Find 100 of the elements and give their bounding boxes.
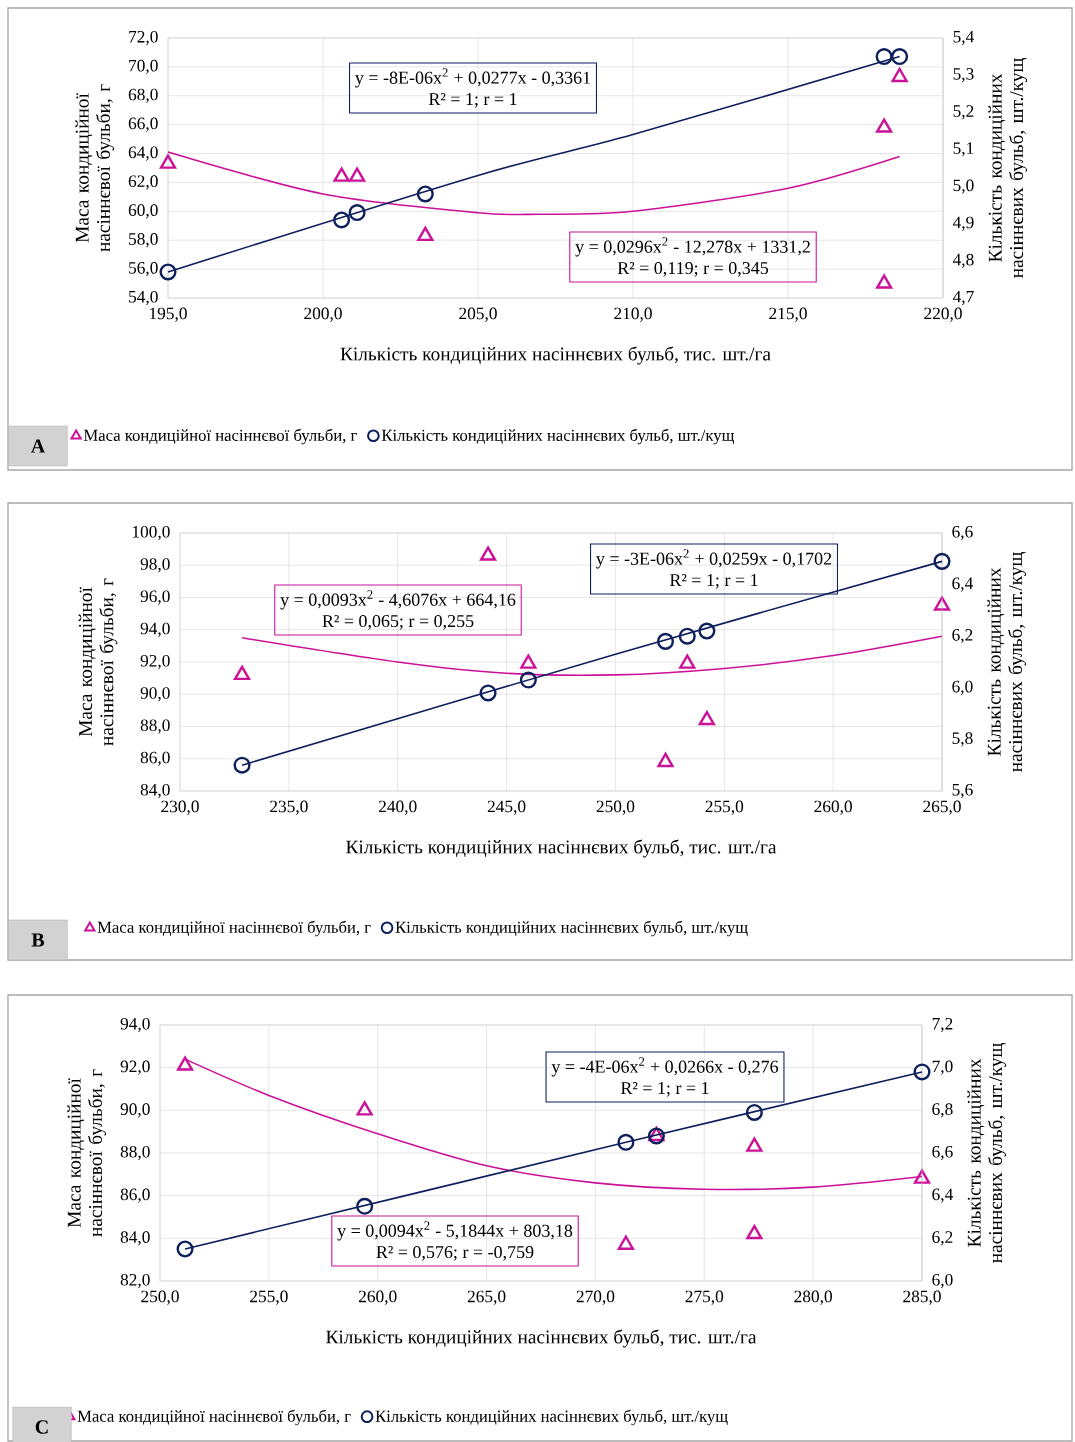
x-tick-label: 265,0 (923, 800, 961, 815)
y2-tick-label: 5,0 (953, 179, 974, 194)
y-tick-label: 90,0 (120, 1103, 150, 1118)
point (348, 167, 366, 182)
annotation: R² = 1; r = 1 (428, 93, 517, 108)
point (479, 546, 497, 561)
legend-label: Маса кондиційної насіннєвої бульби, г (83, 428, 357, 445)
y-tick-label: 82,0 (120, 1273, 150, 1289)
x-tick-label: 240,0 (378, 800, 417, 815)
y-tick-label: 56,0 (129, 262, 158, 277)
y2-tick-label: 7,0 (932, 1060, 953, 1075)
x-tick-label: 280,0 (794, 1290, 832, 1305)
point (657, 752, 674, 768)
point (176, 1240, 194, 1258)
legend-label: Маса кондиційної насіннєвої бульби, г (77, 1409, 351, 1426)
y-tick-label: 100,0 (132, 525, 170, 541)
x-tick-label: 220,0 (924, 307, 962, 322)
text: C (35, 1420, 48, 1434)
x-tick-label: 260,0 (814, 800, 852, 815)
annotation: y = -4E-06x$^{2}$ + 0,0266x - 0,276 (551, 1057, 779, 1077)
point (416, 185, 434, 203)
point (519, 671, 537, 689)
y-tick-label: 58,0 (129, 233, 158, 248)
legend-label: Маса кондиційної насіннєвої бульби, г (97, 920, 371, 937)
y2-tick-label: 5,8 (952, 732, 973, 747)
annotation: y = 0,0093x$^{2}$ - 4,6076x + 664,16 (280, 590, 516, 610)
y-tick-label: 92,0 (120, 1060, 150, 1075)
y2-tick-label: 4,7 (952, 290, 974, 306)
y2-tick-label: 6,4 (932, 1188, 954, 1203)
annotation: R² = 0,119; r = 0,345 (617, 261, 769, 277)
y-tick-label: 88,0 (120, 1145, 150, 1161)
y-axis-title: Маса кондиційної насіннєвої бульби, г (67, 1069, 107, 1237)
point (913, 1169, 931, 1184)
y-tick-label: 96,0 (140, 590, 170, 605)
x-tick-label: 260,0 (358, 1290, 397, 1305)
annotation: y = 0,0296x$^{2}$ - 12,278x + 1331,2 (575, 237, 810, 257)
point (745, 1103, 763, 1121)
point (875, 48, 893, 66)
annotation: R² = 1; r = 1 (669, 574, 758, 589)
point (933, 552, 951, 570)
point (233, 665, 251, 681)
y2-tick-label: 6,6 (952, 525, 973, 541)
point (356, 1101, 373, 1116)
y-tick-label: 54,0 (129, 290, 158, 306)
annotation: y = -8E-06x$^{2}$ + 0,0277x - 0,3361 (355, 68, 591, 88)
y-tick-label: 84,0 (140, 783, 170, 799)
x-axis-title: Кількість кондиційних насіннєвих бульб, тис. шт./га (326, 1329, 757, 1348)
point (746, 1224, 763, 1240)
y2-tick-label: 7,2 (932, 1017, 953, 1033)
y2-tick-label: 5,1 (953, 142, 974, 157)
x-tick-label: 235,0 (270, 800, 308, 815)
point (356, 1197, 374, 1215)
text: B (31, 933, 45, 947)
point (656, 632, 675, 650)
x-tick-label: 250,0 (596, 800, 635, 815)
legend-label: Кількість кондиційних насіннєвих бульб, шт./кущ (395, 920, 748, 937)
y-tick-label: 60,0 (128, 204, 158, 219)
y2-tick-label: 6,2 (952, 629, 973, 644)
point (617, 1133, 635, 1151)
y2-tick-label: 5,6 (952, 783, 973, 799)
y-tick-label: 70,0 (129, 59, 158, 74)
point (479, 684, 497, 702)
y-tick-label: 94,0 (140, 622, 170, 637)
annotation: R² = 0,065; r = 0,255 (322, 614, 474, 630)
x-tick-label: 205,0 (459, 307, 497, 322)
point (348, 204, 366, 222)
point (520, 654, 537, 669)
x-tick-label: 195,0 (150, 307, 187, 322)
x-tick-label: 215,0 (769, 307, 807, 322)
x-tick-label: 265,0 (467, 1290, 506, 1305)
point (417, 226, 434, 242)
x-axis-title: Кількість кондиційних насіннєвих бульб, тис. шт./га (340, 346, 771, 365)
x-tick-label: 250,0 (141, 1290, 179, 1305)
y2-axis-title: Кількість кондиційних насіннєвих бульб, шт./кущ (967, 1043, 1007, 1263)
point (233, 756, 251, 774)
point (933, 596, 951, 611)
y2-tick-label: 4,8 (952, 253, 974, 268)
y-tick-label: 88,0 (140, 719, 170, 734)
y2-tick-label: 6,6 (932, 1145, 953, 1161)
y-tick-label: 86,0 (140, 751, 170, 766)
y-tick-label: 94,0 (120, 1017, 150, 1033)
y-tick-label: 66,0 (128, 117, 158, 132)
y2-axis-title: Кількість кондиційних насіннєвих бульб, шт./кущ (988, 58, 1028, 278)
y-axis-title: Маса кондиційної насіннєвої бульби, г (75, 84, 115, 252)
y2-tick-label: 6,0 (932, 1273, 953, 1289)
y-axis-title: Маса кондиційної насіннєвої бульби, г (78, 578, 118, 746)
y-tick-label: 62,0 (128, 175, 158, 190)
y2-axis-title: Кількість кондиційних насіннєвих бульб, шт./кущ (987, 552, 1027, 772)
annotation: y = -3E-06x$^{2}$ + 0,0259x - 0,1702 (596, 549, 832, 569)
y-tick-label: 68,0 (128, 88, 158, 103)
annotation: R² = 0,576; r = -0,759 (376, 1245, 534, 1261)
y2-tick-label: 5,2 (953, 105, 974, 120)
annotation: y = 0,0094x$^{2}$ - 5,1844x + 803,18 (337, 1221, 573, 1241)
point (875, 274, 893, 289)
legend-label: Кількість кондиційних насіннєвих бульб, шт./кущ (375, 1409, 728, 1426)
point (875, 118, 893, 133)
y-tick-label: 72,0 (129, 30, 158, 46)
x-tick-label: 275,0 (685, 1290, 724, 1305)
y-tick-label: 90,0 (140, 687, 170, 702)
y-tick-label: 98,0 (140, 558, 170, 573)
